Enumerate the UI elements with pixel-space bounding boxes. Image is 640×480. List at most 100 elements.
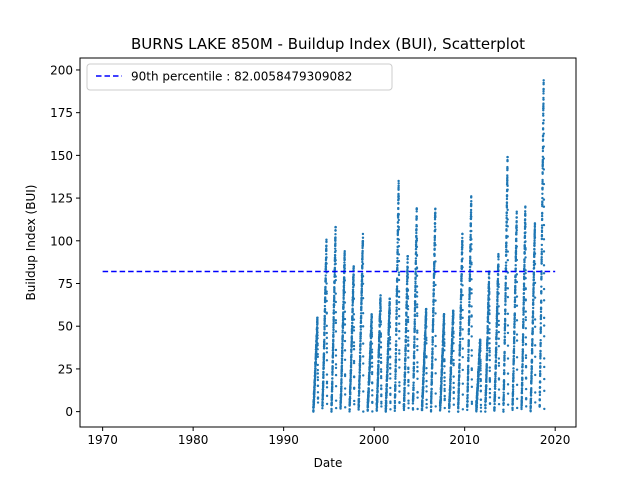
data-point	[385, 385, 389, 388]
data-point	[515, 210, 518, 213]
data-point	[532, 275, 535, 279]
data-point	[479, 369, 482, 372]
data-point	[340, 381, 343, 384]
data-point	[540, 237, 544, 241]
data-point	[359, 321, 363, 324]
data-point	[331, 365, 334, 368]
data-point	[467, 359, 470, 363]
data-point	[470, 385, 474, 389]
data-point	[488, 292, 491, 296]
data-point	[379, 370, 383, 373]
data-point	[457, 387, 461, 391]
data-point	[485, 365, 488, 369]
data-point	[459, 329, 462, 332]
data-point	[367, 395, 370, 399]
data-point	[389, 372, 392, 376]
data-point	[522, 282, 526, 285]
data-point	[389, 408, 392, 411]
season-points	[520, 205, 528, 411]
data-point	[504, 277, 508, 280]
data-point	[379, 341, 383, 344]
data-point	[388, 312, 392, 315]
data-point	[493, 406, 496, 409]
data-point	[525, 405, 528, 408]
data-point	[503, 342, 506, 345]
data-point	[461, 347, 464, 350]
data-point	[334, 249, 337, 252]
data-point	[349, 382, 352, 385]
data-point	[361, 267, 364, 270]
data-point	[524, 318, 528, 322]
data-point	[413, 336, 416, 340]
data-point	[416, 396, 419, 399]
data-point	[349, 371, 353, 374]
data-point	[316, 321, 319, 325]
data-point	[413, 306, 417, 310]
data-point	[352, 361, 356, 365]
data-point	[452, 381, 455, 385]
data-point	[506, 208, 509, 212]
data-point	[358, 371, 361, 375]
data-point	[496, 288, 499, 291]
data-point	[458, 369, 461, 373]
data-point	[394, 375, 397, 378]
data-point	[398, 349, 401, 352]
data-point	[386, 358, 390, 361]
data-point	[379, 305, 382, 309]
data-point	[416, 390, 419, 394]
data-point	[533, 318, 537, 321]
data-point	[433, 238, 436, 242]
data-point	[486, 324, 489, 328]
data-point	[488, 304, 491, 308]
data-point	[541, 201, 544, 204]
data-point	[342, 313, 345, 316]
data-point	[542, 272, 546, 275]
data-point	[379, 356, 383, 360]
data-point	[396, 256, 399, 260]
data-point	[407, 371, 410, 374]
data-point	[330, 393, 334, 397]
data-point	[385, 401, 388, 404]
data-point	[495, 342, 498, 346]
data-point	[411, 402, 415, 405]
x-tick-label: 2020	[540, 433, 571, 447]
data-point	[521, 377, 524, 380]
data-point	[512, 378, 515, 382]
data-point	[406, 307, 410, 311]
data-point	[461, 246, 464, 250]
data-point	[407, 378, 410, 382]
data-point	[533, 228, 537, 231]
data-point	[395, 287, 399, 290]
data-point	[352, 283, 355, 286]
data-point	[405, 314, 408, 317]
data-point	[397, 179, 400, 183]
data-point	[340, 358, 344, 362]
data-point	[316, 334, 319, 337]
data-point	[502, 398, 505, 401]
data-point	[431, 363, 434, 367]
data-point	[431, 325, 435, 329]
data-point	[467, 350, 470, 354]
data-point	[342, 303, 345, 307]
data-point	[394, 377, 397, 380]
data-point	[532, 298, 535, 301]
data-point	[434, 358, 437, 361]
data-point	[413, 304, 417, 307]
data-point	[461, 284, 464, 287]
data-point	[502, 385, 506, 388]
data-point	[360, 288, 364, 292]
data-point	[387, 327, 391, 331]
data-point	[379, 309, 382, 313]
data-point	[502, 380, 506, 384]
data-point	[339, 407, 342, 410]
data-point	[515, 239, 518, 243]
data-point	[506, 312, 510, 315]
data-point	[515, 258, 519, 262]
data-point	[406, 336, 410, 339]
data-point	[316, 348, 319, 351]
data-point	[539, 373, 542, 376]
data-point	[448, 405, 451, 408]
data-point	[324, 279, 327, 283]
data-point	[469, 233, 472, 237]
data-point	[358, 382, 361, 386]
